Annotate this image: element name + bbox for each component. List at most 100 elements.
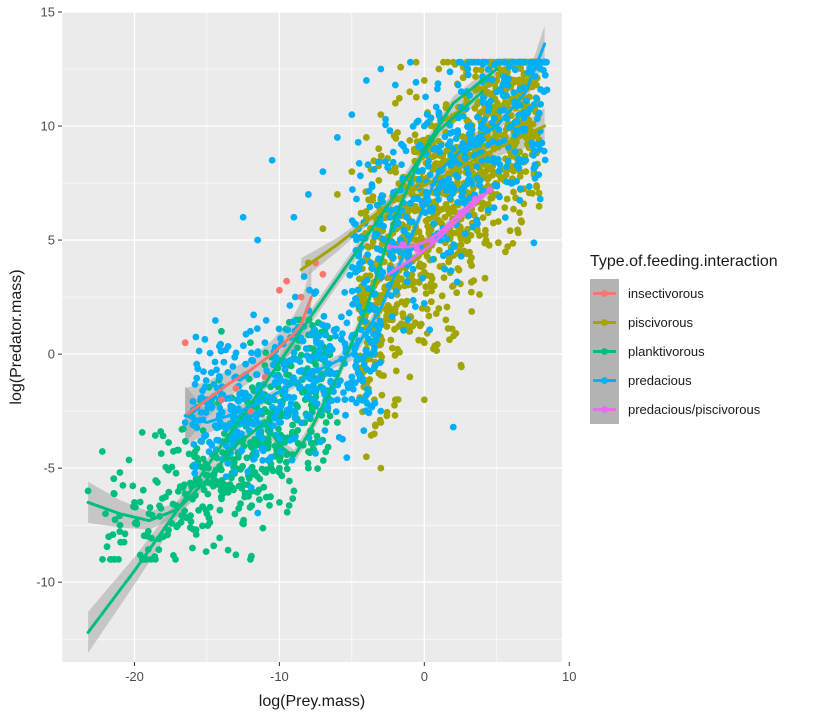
data-point-predacious — [501, 214, 509, 221]
data-point-piscivorous — [403, 297, 411, 305]
data-point-predacious — [193, 374, 201, 382]
data-point-planktivorous — [129, 482, 137, 490]
data-point-planktivorous — [285, 502, 293, 509]
data-point-planktivorous — [170, 447, 177, 455]
data-point-predacious — [284, 326, 292, 334]
data-point-predacious — [493, 182, 501, 190]
data-point-predacious — [365, 187, 373, 195]
data-point-predacious — [511, 132, 519, 139]
data-point-planktivorous — [283, 458, 290, 466]
data-point-predacious — [440, 252, 447, 260]
data-point-predacious — [452, 135, 460, 143]
data-point-predacious — [377, 65, 385, 73]
data-point-predacious — [375, 325, 383, 333]
data-point-predacious — [436, 148, 444, 156]
data-point-planktivorous — [319, 457, 327, 464]
data-point-predacious — [249, 357, 257, 365]
data-point-predacious — [201, 335, 209, 343]
data-point-predacious — [348, 373, 356, 381]
data-point-predacious — [515, 155, 522, 163]
data-point-predacious — [464, 170, 472, 178]
data-point-predacious — [357, 354, 364, 362]
data-point-piscivorous — [468, 278, 475, 286]
x-tick-label: 0 — [421, 669, 428, 684]
data-point-planktivorous — [133, 520, 141, 528]
data-point-piscivorous — [422, 290, 430, 297]
data-point-piscivorous — [388, 344, 396, 352]
data-point-predacious — [515, 58, 523, 66]
data-point-planktivorous — [276, 456, 284, 464]
data-point-predacious — [311, 326, 319, 334]
data-point-predacious — [308, 353, 316, 361]
data-point-predacious — [222, 473, 230, 480]
data-point-predacious — [425, 163, 432, 170]
data-point-predacious — [400, 142, 407, 150]
data-point-piscivorous — [442, 201, 450, 208]
data-point-predacious — [375, 158, 382, 166]
data-point-predacious — [462, 153, 469, 161]
data-point-predacious — [516, 196, 524, 204]
legend-label: insectivorous — [628, 286, 704, 301]
data-point-planktivorous — [98, 448, 106, 455]
data-point-predacious — [537, 86, 544, 93]
data-point-predacious — [425, 158, 432, 165]
data-point-predacious — [454, 81, 462, 89]
data-point-predacious — [257, 408, 264, 415]
data-point-predacious — [268, 403, 276, 411]
data-point-predacious — [381, 158, 389, 166]
data-point-predacious — [459, 199, 467, 207]
data-point-planktivorous — [229, 484, 236, 492]
data-point-predacious — [343, 319, 351, 327]
data-point-predacious — [467, 131, 474, 139]
data-point-planktivorous — [224, 488, 232, 496]
data-point-predacious — [433, 190, 441, 198]
data-point-planktivorous — [259, 524, 267, 532]
data-point-planktivorous — [146, 504, 154, 511]
data-point-planktivorous — [162, 493, 169, 501]
data-point-planktivorous — [151, 432, 159, 439]
data-point-predacious — [362, 391, 370, 399]
data-point-predacious — [435, 109, 443, 116]
data-point-predacious — [290, 407, 298, 415]
data-point-predacious — [407, 58, 414, 66]
data-point-piscivorous — [391, 401, 398, 409]
data-point-planktivorous — [210, 542, 218, 550]
data-point-predacious — [414, 117, 422, 125]
data-point-piscivorous — [517, 65, 525, 73]
data-point-planktivorous — [200, 486, 208, 494]
data-point-predacious — [367, 259, 374, 266]
data-point-predacious — [291, 293, 299, 301]
data-point-piscivorous — [441, 213, 449, 221]
data-point-predacious — [458, 193, 465, 201]
data-point-predacious — [500, 137, 508, 145]
data-point-predacious — [348, 111, 356, 119]
data-point-planktivorous — [275, 464, 283, 472]
smooth-line-predacious-piscivorous — [386, 188, 491, 276]
data-point-planktivorous — [178, 512, 186, 519]
data-point-planktivorous — [235, 505, 243, 512]
data-point-predacious — [270, 380, 278, 388]
data-point-planktivorous — [312, 361, 320, 369]
data-point-predacious — [488, 76, 496, 84]
data-point-predacious — [360, 279, 368, 287]
data-point-piscivorous — [475, 85, 483, 92]
data-point-predacious — [526, 64, 533, 72]
legend-label: planktivorous — [628, 344, 705, 359]
data-point-predacious — [403, 270, 410, 278]
data-point-predacious — [371, 233, 379, 241]
data-point-predacious — [529, 142, 537, 150]
data-point-predacious — [380, 222, 387, 230]
data-point-predacious — [233, 428, 241, 435]
data-point-predacious — [206, 349, 214, 357]
data-point-predacious — [530, 151, 537, 159]
data-point-planktivorous — [304, 459, 312, 467]
data-point-predacious — [231, 353, 239, 361]
data-point-predacious — [254, 350, 262, 358]
data-point-piscivorous — [472, 66, 480, 74]
data-point-piscivorous — [518, 218, 525, 226]
data-point-predacious — [197, 408, 205, 416]
data-point-predacious — [373, 201, 381, 209]
data-point-planktivorous — [283, 465, 291, 473]
data-point-piscivorous — [468, 262, 475, 269]
data-point-predacious — [443, 235, 451, 243]
